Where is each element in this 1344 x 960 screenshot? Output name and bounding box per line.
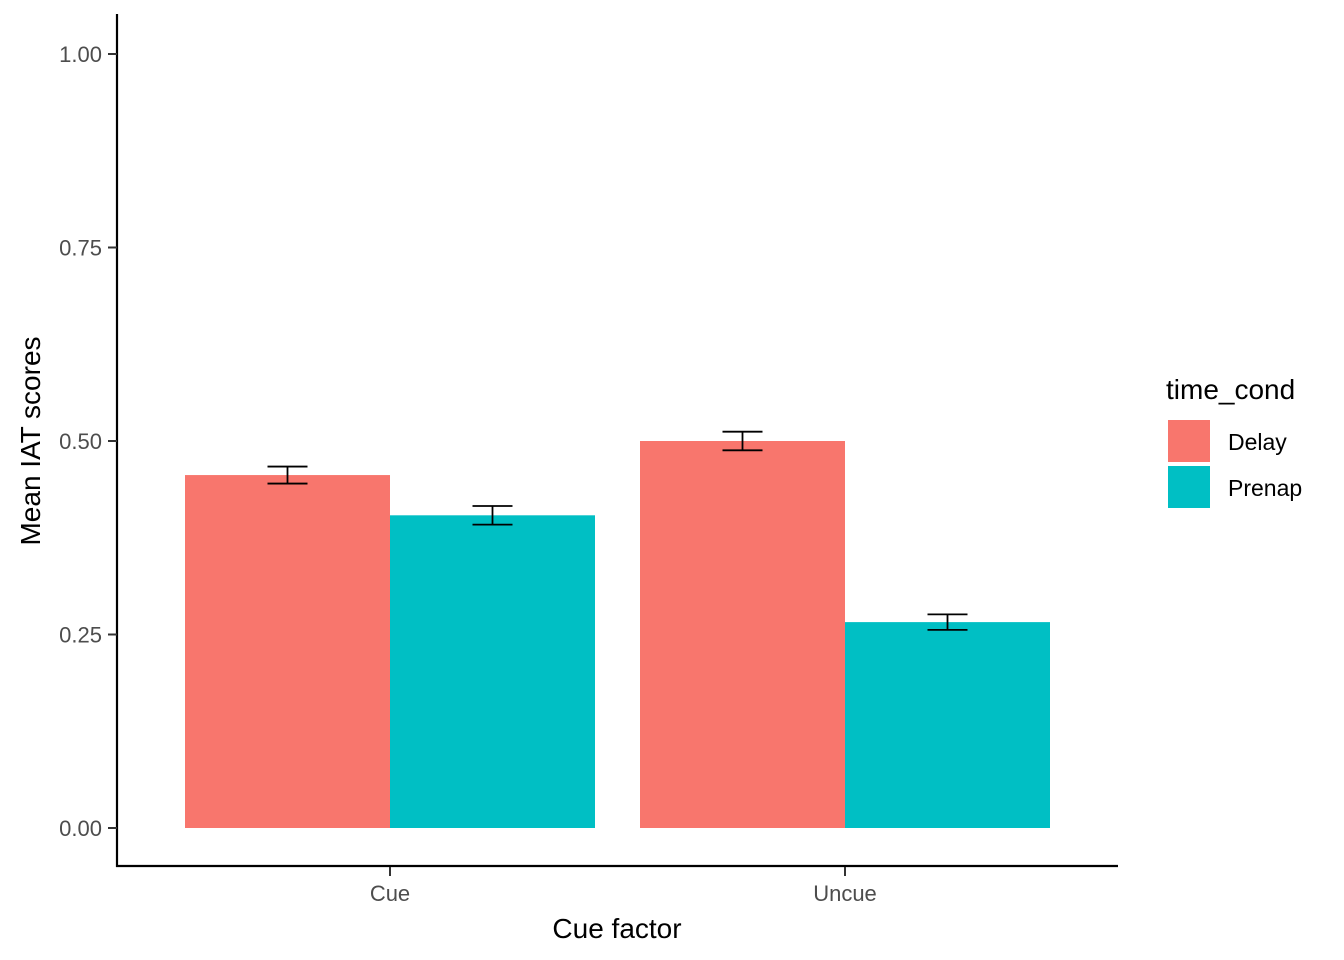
error-bar [722,430,763,452]
x-tick-label: Uncue [813,881,877,906]
y-tick-label: 1.00 [59,42,102,67]
legend-label-delay: Delay [1228,429,1287,455]
x-tick-label: Cue [370,881,410,906]
y-axis-title: Mean IAT scores [15,336,46,545]
y-tick-label: 0.75 [59,236,102,261]
bar-prenap-uncue [845,622,1050,828]
bars-layer [185,441,1050,828]
bar-delay-cue [185,475,390,828]
error-bars-layer [267,430,968,631]
legend-title: time_cond [1166,374,1295,405]
error-bar [927,613,968,631]
y-tick-label: 0.50 [59,429,102,454]
legend-label-prenap: Prenap [1228,475,1302,501]
legend-key-prenap [1168,466,1210,508]
error-bar [472,505,513,526]
error-bar [267,465,308,485]
y-tick-label: 0.00 [59,816,102,841]
bar-delay-uncue [640,441,845,828]
legend-key-delay [1168,420,1210,462]
bar-prenap-cue [390,515,595,828]
legend: time_cond Delay Prenap [1166,374,1302,508]
x-ticks: Cue Uncue [370,867,877,906]
y-tick-label: 0.25 [59,623,102,648]
y-ticks: 0.00 0.25 0.50 0.75 1.00 [59,42,117,841]
x-axis-title: Cue factor [552,913,681,944]
